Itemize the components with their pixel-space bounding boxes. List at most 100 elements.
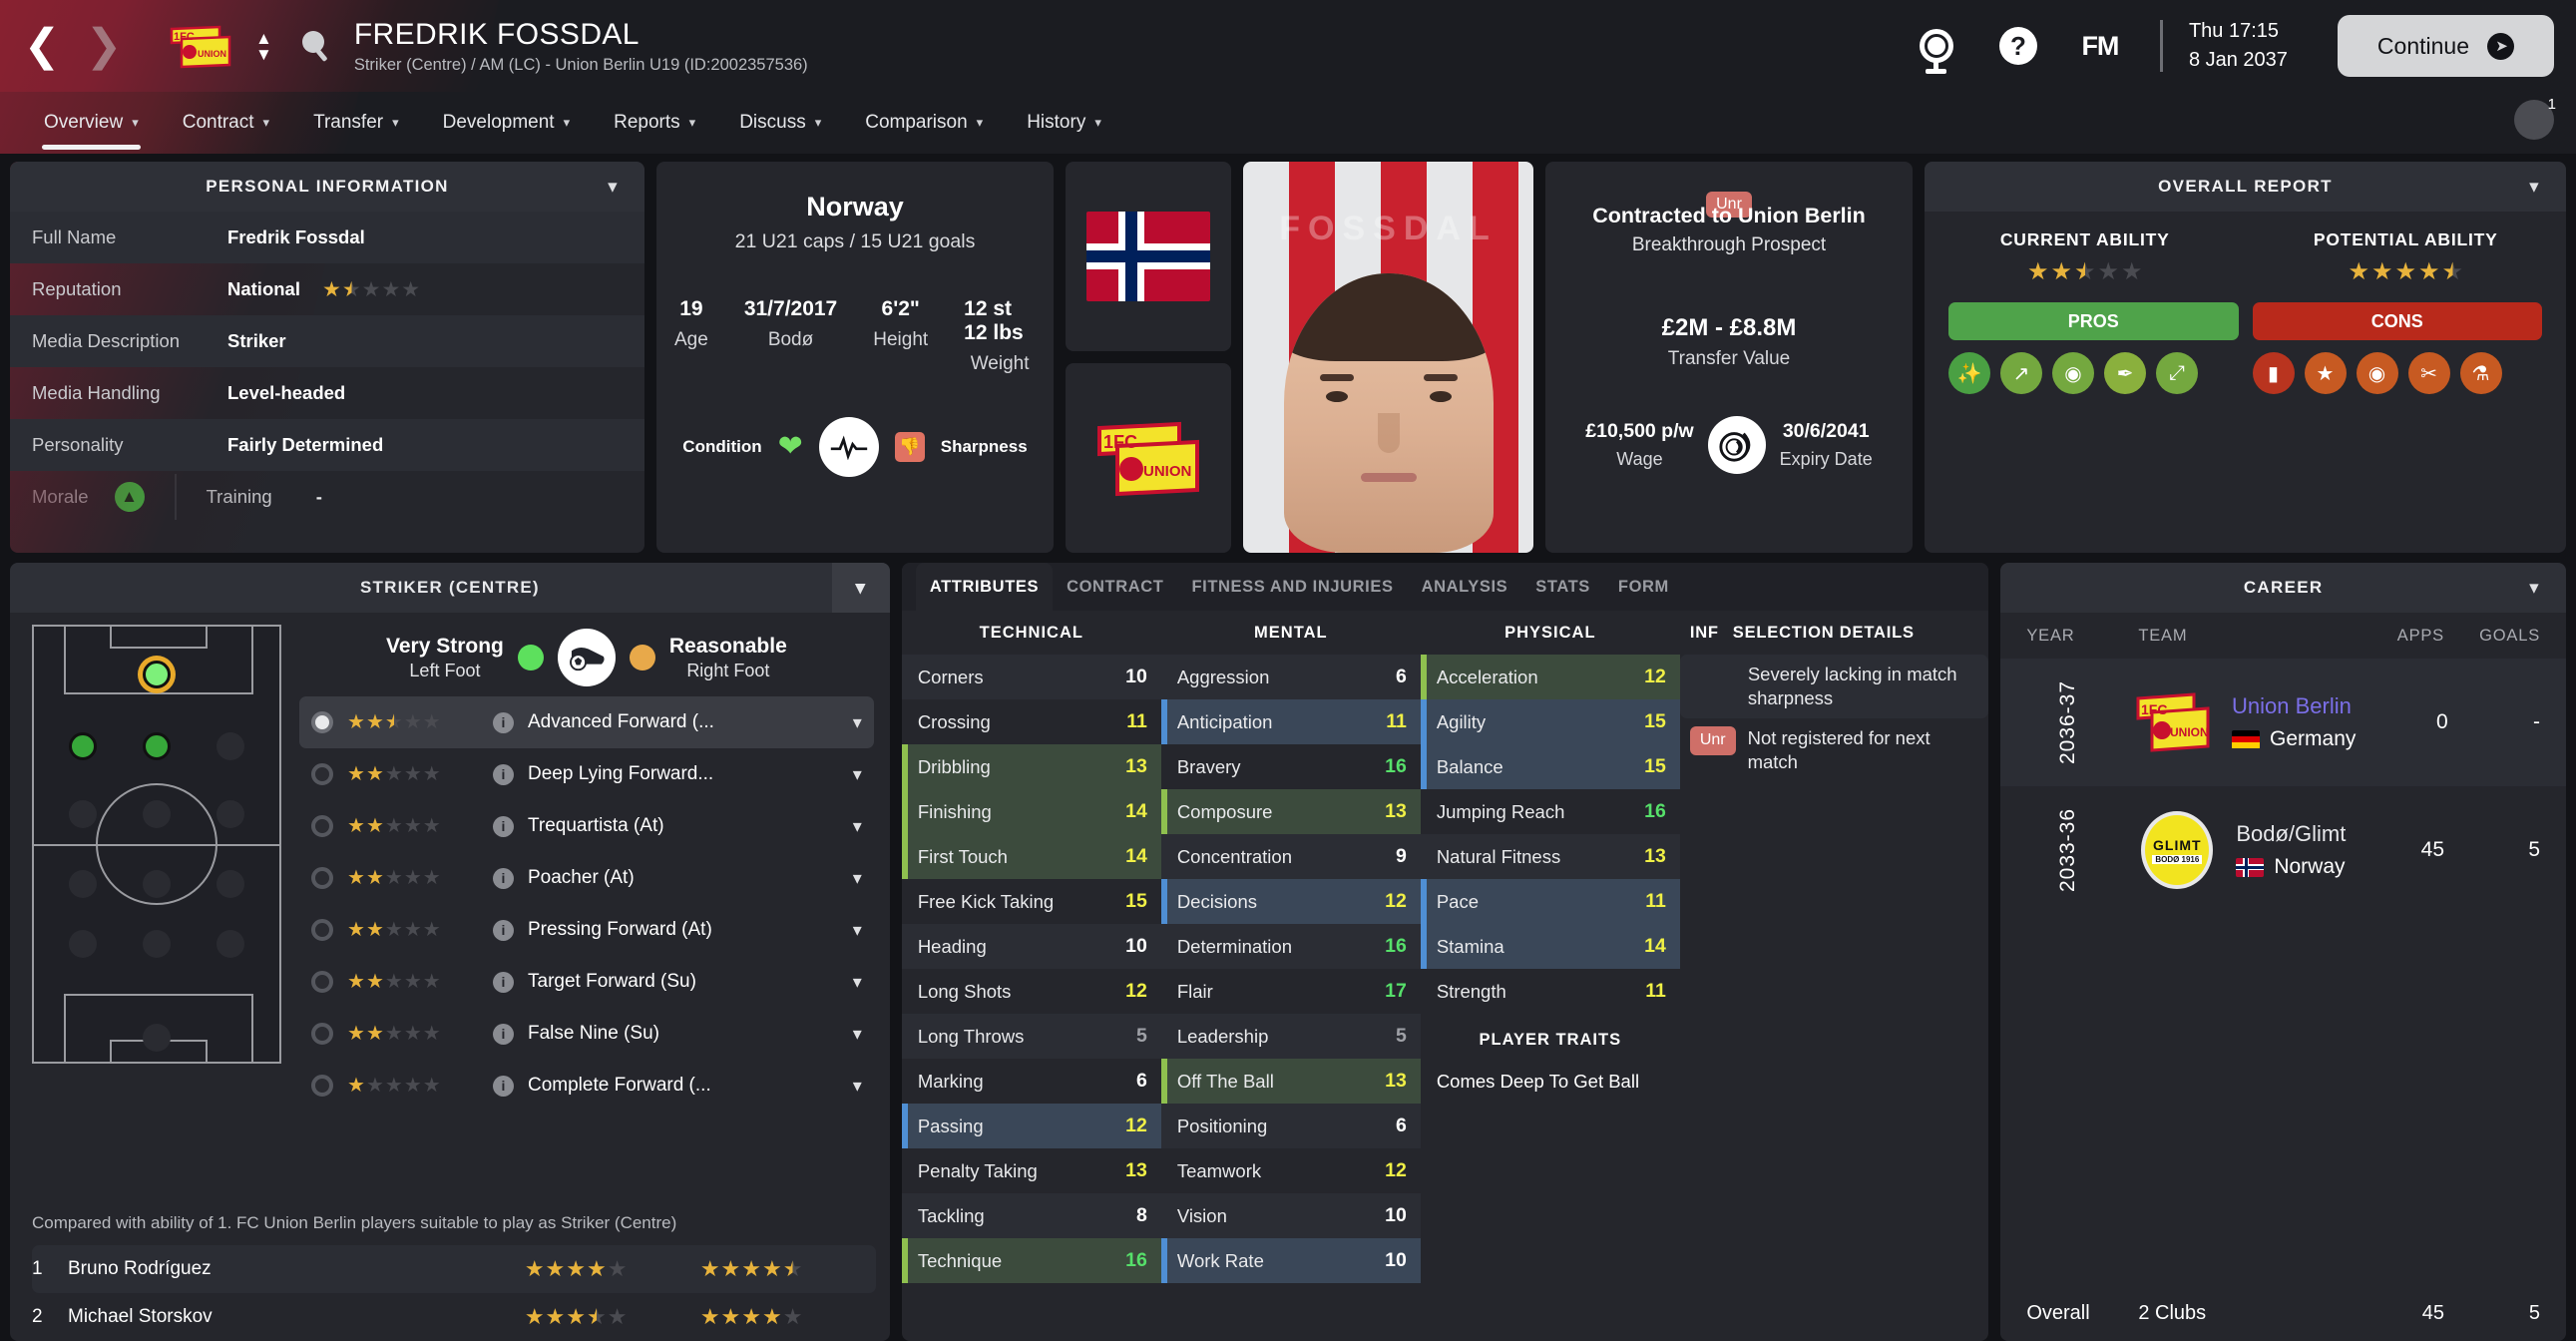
attribute-marker — [1160, 1059, 1167, 1104]
menu-item-history[interactable]: History ▾ — [1005, 92, 1123, 154]
star-icon: ★ — [384, 971, 403, 993]
role-row[interactable]: ★ ★ ★ ★ ★ i Poacher (At) ▾ — [299, 852, 874, 904]
chevron-down-icon[interactable]: ▾ — [852, 711, 862, 732]
broken-bone-icon[interactable]: ✂ — [2407, 352, 2450, 394]
attribute-name: Leadership — [1176, 1025, 1269, 1047]
comparison-row[interactable]: 2 Michael Storskov ★ ★ ★ ★ ★ ★ ★ ★ ★ ★ — [32, 1293, 876, 1341]
career-row[interactable]: 2036-37 1FC UNION Union Berlin Germany 0 - — [2000, 659, 2566, 786]
menu-item-reports[interactable]: Reports ▾ — [592, 92, 717, 154]
mental-column: MENTAL Aggression 6 Anticipation 11 Bravery 1… — [1160, 611, 1421, 1341]
career-team-name[interactable]: Bodø/Glimt — [2236, 821, 2347, 846]
info-icon[interactable]: i — [493, 1023, 514, 1045]
info-icon[interactable]: i — [493, 867, 514, 889]
attribute-name: First Touch — [917, 845, 1008, 867]
union-berlin-badge[interactable]: 1FC UNION — [168, 21, 233, 71]
chevron-down-icon[interactable]: ▾ — [852, 971, 862, 992]
star-icon: ★ — [720, 1256, 741, 1281]
attribute-name: Concentration — [1176, 845, 1292, 867]
info-icon[interactable]: i — [493, 919, 514, 941]
role-radio[interactable] — [311, 867, 333, 889]
star-icon[interactable]: ★ — [2304, 352, 2347, 394]
menu-item-label: Overview — [44, 112, 124, 133]
search-icon[interactable] — [300, 29, 334, 63]
help-icon[interactable]: ? — [1996, 24, 2040, 68]
role-row[interactable]: ★ ★ ★ ★ ★ i Target Forward (Su) ▾ — [299, 956, 874, 1008]
career-header[interactable]: CAREER ▾ — [2000, 563, 2566, 613]
chevron-down-icon[interactable]: ▾ — [2529, 176, 2540, 198]
chevron-down-icon[interactable]: ▾ — [852, 763, 862, 784]
personal-information-header[interactable]: PERSONAL INFORMATION ▾ — [10, 162, 644, 212]
position-header[interactable]: STRIKER (CENTRE) ▾ — [10, 563, 890, 613]
chevron-up-icon[interactable]: ▲ — [255, 28, 272, 48]
tab-fitness-and-injuries[interactable]: FITNESS AND INJURIES — [1191, 577, 1394, 596]
career-team-name[interactable]: Union Berlin — [2232, 693, 2352, 718]
role-radio[interactable] — [311, 711, 333, 733]
menu-item-discuss[interactable]: Discuss ▾ — [717, 92, 843, 154]
role-row[interactable]: ★ ★ ★ ★ ★ i False Nine (Su) ▾ — [299, 1008, 874, 1060]
continue-button[interactable]: Continue ➤ — [2337, 15, 2554, 77]
info-icon[interactable]: i — [493, 971, 514, 993]
tab-contract[interactable]: CONTRACT — [1067, 577, 1164, 596]
fm-logo-icon[interactable]: FM — [2081, 30, 2119, 61]
career-row[interactable]: 2033-36 GLIMT BODØ 1916 Bodø/Glimt Norway 45 5 — [2000, 786, 2566, 914]
arrows-icon[interactable]: ⤢ — [2156, 352, 2198, 394]
role-row[interactable]: ★ ★ ★ ★ ★ i Pressing Forward (At) ▾ — [299, 904, 874, 956]
player-spinner[interactable]: ▲ ▼ — [255, 28, 272, 64]
tab-form[interactable]: FORM — [1617, 577, 1669, 596]
menu-item-overview[interactable]: Overview ▾ — [22, 92, 161, 154]
chevron-down-icon[interactable]: ▾ — [852, 815, 862, 836]
tab-analysis[interactable]: ANALYSIS — [1421, 577, 1508, 596]
role-radio[interactable] — [311, 919, 333, 941]
role-row[interactable]: ★ ★ ★ ★ ★ i Trequartista (At) ▾ — [299, 800, 874, 852]
role-radio[interactable] — [311, 971, 333, 993]
bio-value: 12 st 12 lbs — [964, 297, 1024, 344]
info-icon[interactable]: i — [493, 1075, 514, 1097]
role-row[interactable]: ★ ★ ★ ★ ★ i Advanced Forward (... ▾ — [299, 696, 874, 748]
notifications-button[interactable]: 1 — [2514, 96, 2556, 140]
chevron-down-icon[interactable]: ▼ — [255, 44, 272, 64]
menu-item-contract[interactable]: Contract ▾ — [161, 92, 291, 154]
globe-icon[interactable] — [1915, 24, 1958, 74]
menu-bar: Overview ▾ Contract ▾ Transfer ▾ Development ▾ R… — [0, 92, 2576, 154]
physical-title: PHYSICAL — [1504, 623, 1596, 642]
chevron-down-icon[interactable]: ▾ — [852, 1023, 862, 1044]
chevron-right-icon[interactable]: ❯ — [85, 21, 123, 70]
role-radio[interactable] — [311, 763, 333, 785]
target-icon[interactable]: ◉ — [2356, 352, 2398, 394]
red-card-icon[interactable]: ▮ — [2252, 352, 2295, 394]
chevron-down-icon[interactable]: ▾ — [852, 1075, 862, 1096]
comparison-row[interactable]: 1 Bruno Rodríguez ★ ★ ★ ★ ★ ★ ★ ★ ★ ★ — [32, 1245, 876, 1293]
pin-icon[interactable]: ✒ — [2104, 352, 2146, 394]
football-boot-icon — [557, 629, 616, 686]
attribute-row: Aggression 6 — [1160, 655, 1421, 699]
role-row[interactable]: ★ ★ ★ ★ ★ i Deep Lying Forward... ▾ — [299, 748, 874, 800]
flask-icon[interactable]: ⚗ — [2459, 352, 2502, 394]
role-radio[interactable] — [311, 1075, 333, 1097]
menu-item-comparison[interactable]: Comparison ▾ — [843, 92, 1005, 154]
role-radio[interactable] — [311, 1023, 333, 1045]
chevron-down-icon[interactable]: ▾ — [852, 867, 862, 888]
tab-stats[interactable]: STATS — [1535, 577, 1590, 596]
attribute-value: 16 — [1125, 1249, 1147, 1271]
role-row[interactable]: ★ ★ ★ ★ ★ i Complete Forward (... ▾ — [299, 1060, 874, 1112]
attribute-marker — [901, 789, 908, 834]
chevron-down-icon[interactable]: ▾ — [608, 176, 619, 198]
menu-item-development[interactable]: Development ▾ — [421, 92, 592, 154]
info-icon[interactable]: i — [493, 763, 514, 785]
head-vision-icon[interactable]: ◉ — [2052, 352, 2094, 394]
tab-attributes[interactable]: ATTRIBUTES — [915, 563, 1054, 611]
chevron-left-icon[interactable]: ❮ — [23, 21, 61, 70]
star-icon: ★ — [545, 1256, 566, 1281]
trend-up-icon[interactable]: ↗ — [2000, 352, 2042, 394]
role-radio[interactable] — [311, 815, 333, 837]
attribute-row: Positioning 6 — [1160, 1104, 1421, 1148]
menu-item-transfer[interactable]: Transfer ▾ — [291, 92, 421, 154]
chevron-down-icon[interactable]: ▾ — [831, 563, 890, 613]
chevron-down-icon[interactable]: ▾ — [2529, 577, 2540, 599]
info-icon[interactable]: i — [493, 815, 514, 837]
info-icon[interactable]: i — [493, 711, 514, 733]
overall-report-header[interactable]: OVERALL REPORT ▾ — [1925, 162, 2566, 212]
magic-wand-icon[interactable]: ✨ — [1948, 352, 1990, 394]
chevron-down-icon[interactable]: ▾ — [852, 919, 862, 940]
pulse-icon[interactable] — [818, 417, 879, 477]
